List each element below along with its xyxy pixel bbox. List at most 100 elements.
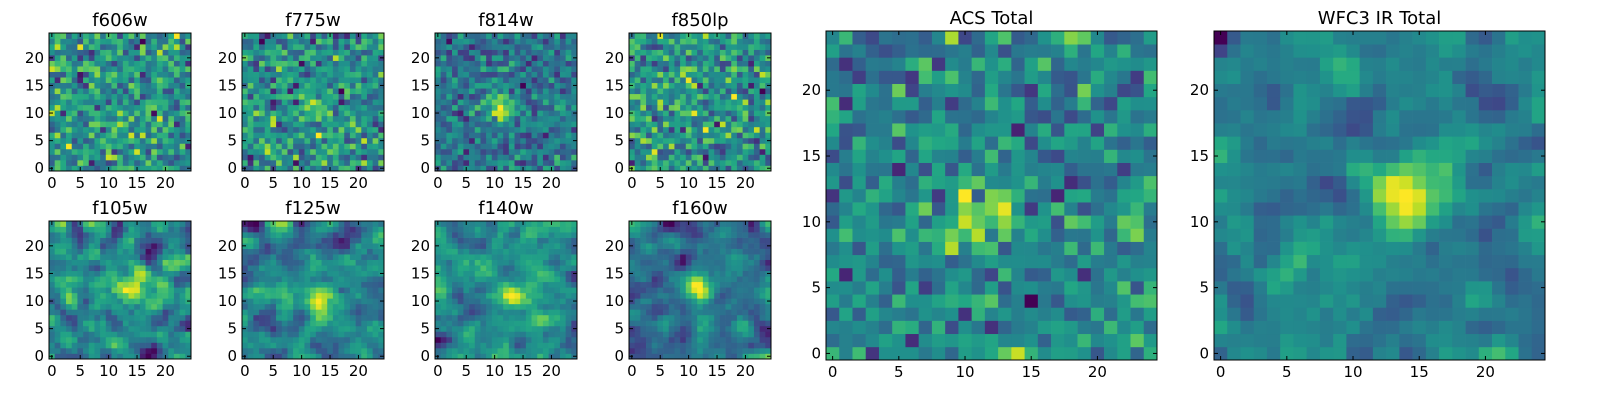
heatmap-cell <box>83 336 90 343</box>
heatmap-cell <box>338 342 345 349</box>
heatmap-cell <box>463 66 470 72</box>
heatmap-cell <box>270 331 277 338</box>
heatmap-cell <box>452 71 459 78</box>
heatmap-cell <box>321 325 328 332</box>
heatmap-cell <box>66 49 73 56</box>
heatmap-cell <box>634 104 641 111</box>
heatmap-cell <box>702 126 709 133</box>
heatmap-cell <box>725 60 732 67</box>
heatmap-cell <box>469 132 476 139</box>
heatmap-cell <box>525 342 532 349</box>
heatmap-cell <box>537 331 544 338</box>
heatmap-cell <box>247 44 254 50</box>
heatmap-cell <box>640 66 647 72</box>
heatmap-cell <box>151 276 158 283</box>
heatmap-cell <box>162 265 169 272</box>
heatmap-cell <box>253 88 260 95</box>
heatmap-cell <box>503 49 510 56</box>
heatmap-cell <box>378 292 385 299</box>
heatmap-cell <box>355 60 362 67</box>
heatmap-cell <box>514 93 521 100</box>
heatmap-cell <box>310 281 317 288</box>
heatmap-cell <box>559 154 566 161</box>
heatmap-cell <box>548 303 555 310</box>
heatmap-cell <box>315 71 322 78</box>
heatmap-cell <box>508 281 515 288</box>
heatmap-cell <box>60 314 67 321</box>
heatmap-cell <box>697 159 704 166</box>
heatmap-cell <box>173 287 180 294</box>
heatmap-cell <box>60 298 67 305</box>
heatmap-cell <box>668 49 675 56</box>
heatmap-cell <box>646 154 653 161</box>
heatmap-cell <box>88 115 95 122</box>
heatmap-cell <box>270 309 277 316</box>
heatmap-cell <box>338 221 345 227</box>
heatmap-cell <box>247 99 254 106</box>
heatmap-cell <box>94 93 101 100</box>
panel-title: f140w <box>478 198 533 219</box>
heatmap-cell <box>71 276 78 283</box>
heatmap-cell <box>77 303 84 310</box>
heatmap-cell <box>520 265 527 272</box>
heatmap-cell <box>276 121 283 128</box>
heatmap-cell <box>668 309 675 316</box>
heatmap-cell <box>361 259 368 266</box>
heatmap-cell <box>708 298 715 305</box>
heatmap-cell <box>83 320 90 327</box>
heatmap-cell <box>452 265 459 272</box>
heatmap-cell <box>731 88 738 95</box>
heatmap-cell <box>77 55 84 61</box>
heatmap-cell <box>111 38 118 45</box>
heatmap-cell <box>128 110 135 117</box>
heatmap-cell <box>242 148 249 155</box>
heatmap-cell <box>435 248 442 255</box>
heatmap-cell <box>77 49 84 56</box>
heatmap-cell <box>663 38 670 45</box>
heatmap-cell <box>537 265 544 272</box>
heatmap-cell <box>60 77 67 84</box>
heatmap-cell <box>548 126 555 133</box>
heatmap-cell <box>179 38 186 45</box>
heatmap-cell <box>293 77 300 84</box>
heatmap-cell <box>94 254 101 260</box>
heatmap-cell <box>469 265 476 272</box>
heatmap-cell <box>469 88 476 95</box>
heatmap-cell <box>139 121 146 128</box>
heatmap-cell <box>276 99 283 106</box>
heatmap-cell <box>508 331 515 338</box>
heatmap-cell <box>71 281 78 288</box>
heatmap-cell <box>378 342 385 349</box>
heatmap-cell <box>247 342 254 349</box>
heatmap-cell <box>355 159 362 166</box>
heatmap-cell <box>361 314 368 321</box>
heatmap-cell <box>276 243 283 249</box>
heatmap-cell <box>310 132 317 139</box>
heatmap-cell <box>640 292 647 299</box>
heatmap-cell <box>179 237 186 244</box>
heatmap-cell <box>264 314 271 321</box>
heatmap-cell <box>366 49 373 56</box>
heatmap-cell <box>134 60 141 67</box>
heatmap-cell <box>554 115 561 122</box>
heatmap-cell <box>327 292 334 299</box>
heatmap-cell <box>355 270 362 277</box>
heatmap-cell <box>378 132 385 139</box>
heatmap-cell <box>139 137 146 144</box>
heatmap-cell <box>83 104 90 111</box>
heatmap-cell <box>520 93 527 100</box>
heatmap-cell <box>270 154 277 161</box>
heatmap-cell <box>276 309 283 316</box>
heatmap-cell <box>344 336 351 343</box>
heatmap-cell <box>753 88 760 95</box>
heatmap-cell <box>321 44 328 50</box>
heatmap-cell <box>503 137 510 144</box>
heatmap-cell <box>731 110 738 117</box>
heatmap-cell <box>259 121 266 128</box>
heatmap-cell <box>486 137 493 144</box>
heatmap-cell <box>440 60 447 67</box>
heatmap-cell <box>725 276 732 283</box>
heatmap-cell <box>446 270 453 277</box>
heatmap-cell <box>242 281 249 288</box>
heatmap-cell <box>640 331 647 338</box>
